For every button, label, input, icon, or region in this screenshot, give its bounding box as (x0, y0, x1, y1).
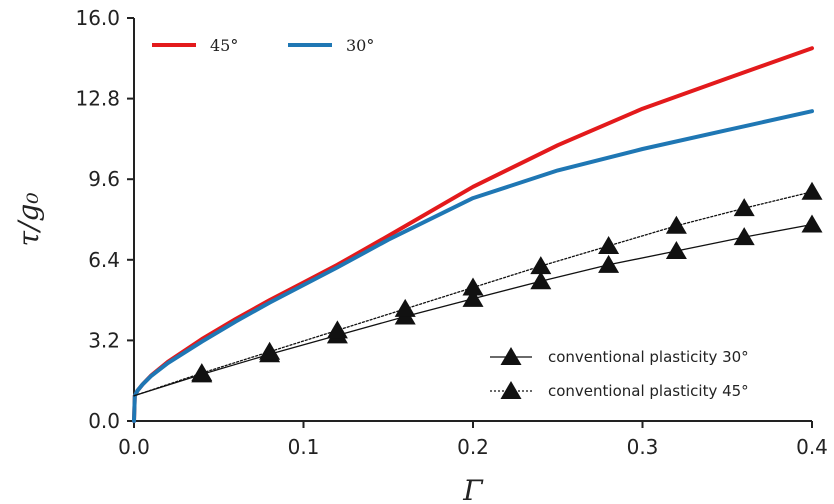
legend-30-label: 30° (346, 36, 374, 55)
data-point-marker (462, 277, 484, 296)
legend-conv-45-marker (500, 381, 522, 399)
y-tick-label: 0.0 (88, 409, 120, 433)
x-axis-title: Γ (462, 474, 484, 504)
data-point-marker (733, 227, 755, 246)
x-tick-label: 0.0 (118, 435, 150, 459)
x-tick-label: 0.2 (457, 435, 489, 459)
data-point-marker (530, 271, 552, 290)
data-point-marker (326, 320, 348, 339)
data-point-marker (259, 341, 281, 360)
series-line-2 (133, 223, 813, 397)
data-point-marker (665, 215, 687, 234)
data-point-marker (598, 235, 620, 254)
legend-conv-30-label: conventional plasticity 30° (548, 348, 749, 366)
data-point-marker (733, 198, 755, 217)
legend-top: 45° 30° (152, 36, 374, 55)
data-point-marker (801, 214, 823, 233)
x-tick-label: 0.1 (288, 435, 320, 459)
x-tick-label: 0.4 (796, 435, 828, 459)
data-point-marker (665, 240, 687, 259)
markers-group (191, 181, 823, 383)
data-point-marker (530, 256, 552, 275)
x-tick-label: 0.3 (627, 435, 659, 459)
y-tick-label: 3.2 (88, 328, 120, 352)
series-line-1 (132, 109, 814, 423)
data-point-marker (598, 254, 620, 273)
y-tick-label: 12.8 (75, 87, 120, 111)
y-tick-label: 9.6 (88, 167, 120, 191)
y-axis-title: τ/g₀ (12, 192, 45, 246)
data-point-marker (801, 181, 823, 200)
data-point-marker (462, 288, 484, 307)
legend-bottom: conventional plasticity 30° conventional… (490, 347, 749, 400)
data-point-marker (191, 363, 213, 382)
legend-conv-30-marker (500, 347, 522, 365)
legend-conv-45-label: conventional plasticity 45° (548, 382, 749, 400)
legend-45-label: 45° (210, 36, 238, 55)
y-tick-label: 6.4 (88, 248, 120, 272)
y-tick-label: 16.0 (75, 6, 120, 30)
data-point-marker (394, 298, 416, 317)
